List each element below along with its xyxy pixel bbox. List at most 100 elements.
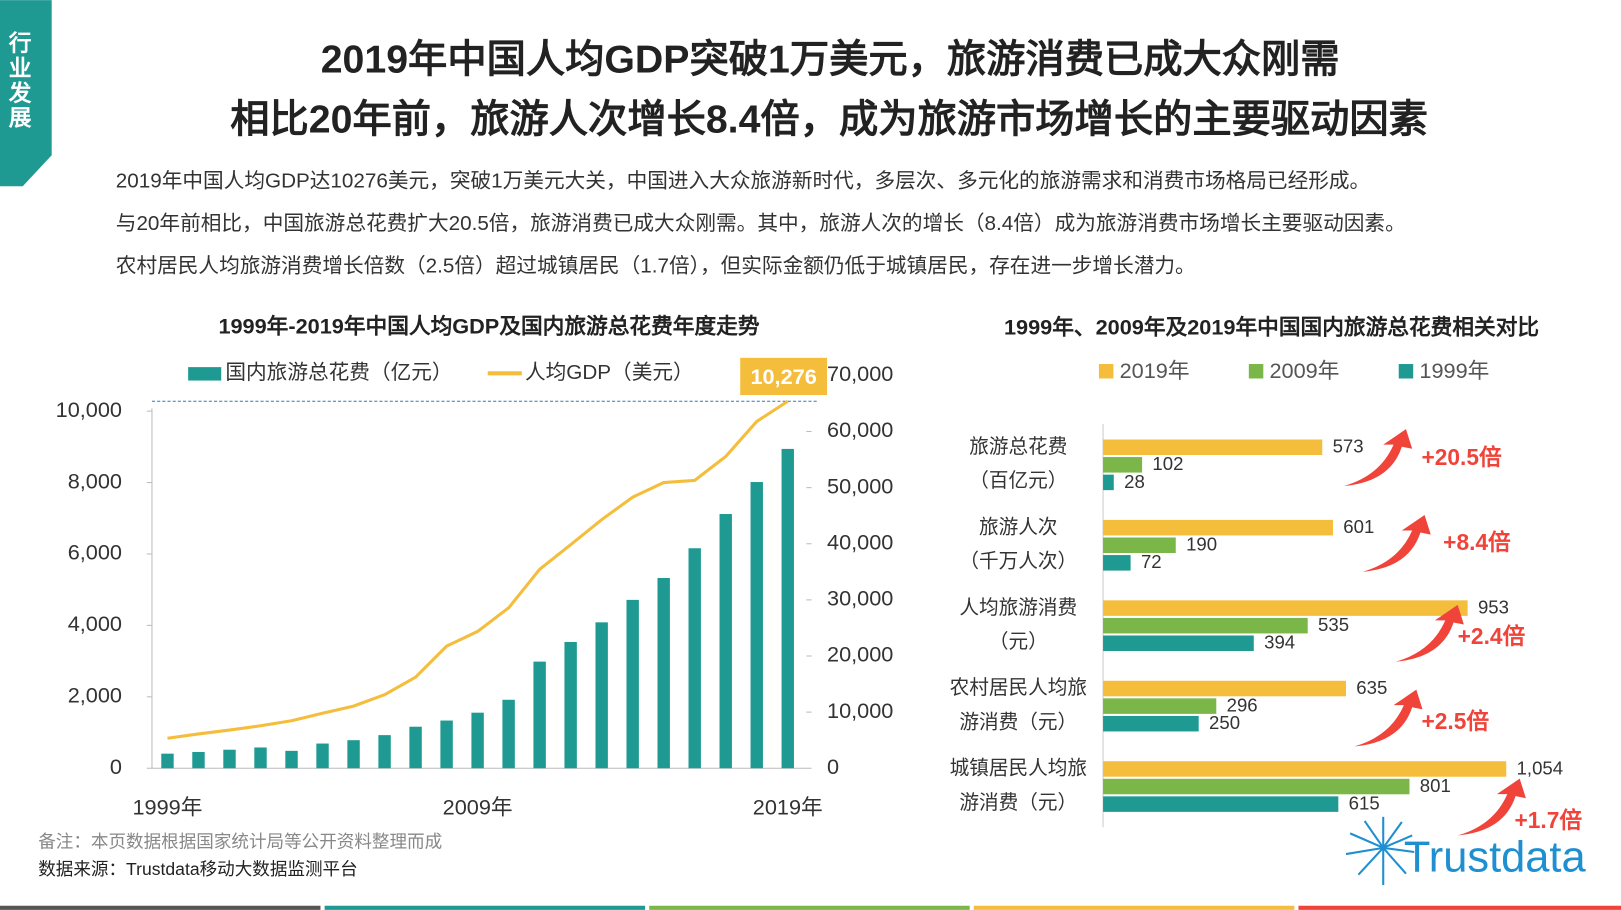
bar	[1103, 555, 1131, 571]
category-label: 游消费（元）	[959, 792, 1077, 814]
bar	[1103, 698, 1217, 714]
bar	[440, 720, 453, 769]
growth-arrow	[1354, 689, 1423, 747]
growth-label: +1.7倍	[1515, 807, 1583, 833]
y-tick-label: 10,000	[56, 397, 122, 422]
bar	[688, 548, 701, 769]
bar	[1103, 617, 1308, 634]
paragraph: 2019年中国人均GDP达10276美元，突破1万美元大关，中国进入大众旅游新时…	[116, 170, 1370, 193]
bar	[657, 577, 670, 769]
chart-title: 1999年-2019年中国人均GDP及国内旅游总花费年度走势	[218, 314, 759, 339]
bar	[161, 753, 174, 769]
bar	[471, 712, 484, 769]
growth-label: +2.5倍	[1421, 708, 1489, 734]
bar	[1103, 680, 1346, 697]
y2-tick-label: 20,000	[827, 642, 893, 667]
highlight-box	[740, 357, 828, 396]
bar	[564, 641, 577, 769]
legend-swatch	[1398, 364, 1414, 379]
growth-arrow	[1343, 429, 1413, 487]
y2-tick-label: 30,000	[827, 586, 893, 611]
bar	[1103, 457, 1143, 473]
y2-tick-label: 40,000	[827, 529, 893, 554]
y2-tick-label: 0	[827, 754, 839, 779]
legend-swatch	[1098, 364, 1114, 379]
bar	[750, 482, 763, 769]
bar	[781, 448, 794, 769]
value-label: 1,054	[1517, 757, 1564, 778]
value-label: 615	[1349, 793, 1380, 814]
legend-swatch	[188, 367, 222, 381]
legend-label: 人均GDP（美元）	[525, 361, 694, 384]
growth-arrow	[1395, 604, 1464, 662]
legend-label: 2009年	[1270, 358, 1340, 383]
growth-label: +2.4倍	[1458, 623, 1526, 649]
paragraph: 与20年前相比，中国旅游总花费扩大20.5倍，旅游消费已成大众刚需。其中，旅游人…	[116, 212, 1406, 235]
x-tick-label: 2019年	[753, 794, 823, 819]
y-tick-label: 0	[110, 754, 122, 779]
y2-tick-label: 60,000	[827, 417, 893, 442]
value-label: 953	[1478, 597, 1509, 618]
legend-swatch	[1248, 364, 1264, 379]
source: 数据来源：Trustdata移动大数据监测平台	[38, 859, 357, 879]
value-label: 601	[1343, 516, 1374, 537]
value-label: 102	[1152, 453, 1183, 474]
growth-label: +8.4倍	[1443, 529, 1511, 555]
legend-label: 2019年	[1120, 358, 1190, 383]
bar	[1103, 796, 1339, 812]
x-tick-label: 2009年	[443, 794, 513, 819]
bottom-strip	[0, 905, 1621, 910]
bar	[1103, 635, 1254, 652]
bar	[254, 747, 267, 769]
category-label: （百亿元）	[969, 470, 1067, 492]
category-label: （千万人次）	[959, 550, 1077, 572]
legend-label: 国内旅游总花费（亿元）	[225, 361, 452, 384]
title-line: 相比20年前，旅游人次增长8.4倍，成为旅游市场增长的主要驱动因素	[230, 97, 1428, 141]
value-label: 394	[1264, 632, 1295, 653]
category-label: 人均旅游消费	[959, 597, 1077, 619]
line	[167, 399, 789, 740]
value-label: 72	[1141, 551, 1162, 572]
category-label: 农村居民人均旅	[950, 677, 1087, 699]
x-tick-label: 1999年	[133, 794, 203, 819]
logo-burst	[1345, 816, 1415, 886]
bar	[1103, 600, 1468, 616]
growth-label: +20.5倍	[1421, 444, 1502, 470]
title-line: 2019年中国人均GDP突破1万美元，旅游消费已成大众刚需	[321, 38, 1340, 82]
y-tick-label: 6,000	[68, 540, 122, 565]
category-label: 城镇居民人均旅	[950, 758, 1087, 780]
side-tag-bg	[0, 0, 52, 187]
value-label: 296	[1227, 695, 1258, 716]
bar	[347, 740, 360, 769]
category-label: 旅游总花费	[969, 436, 1067, 458]
bar	[719, 514, 732, 769]
value-label: 573	[1333, 436, 1364, 457]
y-tick-label: 4,000	[68, 611, 122, 636]
value-label: 250	[1209, 712, 1240, 733]
bar	[285, 750, 298, 769]
bar	[192, 751, 205, 769]
bar	[1103, 439, 1323, 455]
bar	[1103, 537, 1176, 554]
bar	[1103, 778, 1410, 795]
bar	[409, 726, 422, 769]
bar	[1103, 474, 1114, 491]
bar	[378, 735, 391, 769]
y-tick-label: 2,000	[68, 683, 122, 708]
side-tag: 行业发展	[6, 30, 32, 130]
value-label: 190	[1186, 534, 1217, 555]
value-label: 635	[1356, 677, 1387, 698]
chart-title: 1999年、2009年及2019年中国国内旅游总花费相关对比	[1004, 315, 1539, 340]
value-label: 535	[1318, 614, 1349, 635]
bar	[1103, 761, 1507, 777]
bar	[316, 743, 329, 769]
footnote: 备注：本页数据根据国家统计局等公开资料整理而成	[38, 831, 442, 851]
bar	[223, 749, 236, 769]
legend-label: 1999年	[1419, 358, 1489, 383]
bar	[502, 699, 515, 769]
category-label: 游消费（元）	[959, 711, 1077, 733]
bar	[1103, 715, 1199, 732]
y2-tick-label: 70,000	[827, 361, 893, 386]
